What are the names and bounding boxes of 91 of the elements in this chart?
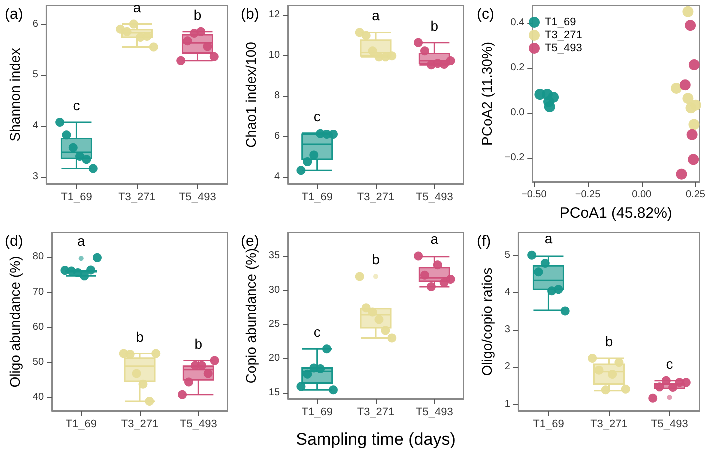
x-tick-label: T3_271 xyxy=(357,192,395,204)
point xyxy=(671,82,682,94)
y-tick-label: 5 xyxy=(32,70,39,81)
point xyxy=(680,80,691,91)
y-tick-label: 2 xyxy=(504,362,511,373)
annotation: c xyxy=(314,108,321,124)
annotation: c xyxy=(666,356,674,372)
annotation: b xyxy=(194,336,203,352)
chart-title: (c) xyxy=(477,6,494,23)
x-tick-label: T1_69 xyxy=(533,418,564,430)
y-tick-label: 4 xyxy=(504,287,511,298)
y-axis-title: Oligo abundance (%) xyxy=(7,256,23,388)
x-tick-label: T5_493 xyxy=(180,418,218,430)
y-tick-label: 4 xyxy=(32,120,39,132)
y-tick-label: 70 xyxy=(32,286,44,298)
y-axis-title: Copio abundance (%) xyxy=(243,248,259,384)
y-tick-label: 15 xyxy=(268,387,280,398)
y-tick-label: 0.2 xyxy=(510,62,526,74)
x-tick-label: T1_69 xyxy=(61,192,92,204)
y-axis-title: Chao1 index/100 xyxy=(243,42,259,148)
annotation: a xyxy=(133,0,142,16)
annotation: b xyxy=(194,6,202,23)
y-tick-label: 50 xyxy=(32,357,44,368)
x-tick-label: T3_271 xyxy=(590,418,628,430)
x-tick-label: T5_493 xyxy=(179,192,216,204)
point xyxy=(688,60,700,71)
point xyxy=(688,119,700,130)
annotation: b xyxy=(605,333,614,350)
y-tick-label: 20 xyxy=(268,353,280,364)
point xyxy=(686,129,698,140)
y-tick-label: 0.0 xyxy=(510,108,526,119)
x-tick-label: T3_271 xyxy=(357,406,395,418)
point xyxy=(682,93,694,104)
y-tick-label: 8 xyxy=(274,90,280,102)
x-tick-label: −0.25 xyxy=(575,190,602,200)
annotation: a xyxy=(544,230,553,246)
y-axis-title: Oligo/copio ratios xyxy=(479,268,495,376)
legend-label: T1_69 xyxy=(545,16,576,28)
legend-label: T5_493 xyxy=(545,42,582,54)
point xyxy=(544,101,556,112)
annotation: b xyxy=(430,18,439,34)
y-tick-label: 80 xyxy=(32,252,44,263)
y-tick-label: 35 xyxy=(268,250,280,262)
x-tick-label: T3_271 xyxy=(118,192,156,204)
y-axis-title: Shannon index xyxy=(7,48,23,142)
annotation: b xyxy=(372,252,380,268)
y-tick-label: 0.4 xyxy=(510,17,526,28)
y-axis-title: PCoA2 (11.30%) xyxy=(479,42,495,146)
y-tick-label: 10 xyxy=(268,50,280,62)
point xyxy=(676,168,688,180)
annotation: b xyxy=(136,328,144,345)
x-tick-label: 0.25 xyxy=(686,190,706,200)
x-axis-title: Sampling time (days) xyxy=(296,430,456,449)
y-tick-label: 12 xyxy=(268,10,280,21)
y-tick-label: 1 xyxy=(504,398,511,410)
chart-title: (b) xyxy=(241,6,260,23)
chart-title: (e) xyxy=(241,233,260,250)
x-tick-label: 0.00 xyxy=(632,190,652,200)
chart-title: (f) xyxy=(477,233,492,250)
point xyxy=(685,20,696,32)
y-tick-label: 60 xyxy=(32,322,44,333)
x-tick-label: T3_271 xyxy=(121,418,159,430)
annotation: a xyxy=(77,232,86,249)
x-tick-label: T5_493 xyxy=(416,192,454,204)
x-tick-label: T1_69 xyxy=(302,406,333,418)
x-axis-title: PCoA1 (45.82%) xyxy=(560,205,672,222)
y-tick-label: 4 xyxy=(274,171,280,182)
y-tick-label: −0.2 xyxy=(504,152,526,164)
legend-label: T3_271 xyxy=(545,30,582,42)
y-tick-label: 3 xyxy=(504,324,511,336)
x-tick-label: T1_69 xyxy=(302,192,333,204)
x-tick-label: T5_493 xyxy=(651,418,688,430)
annotation: a xyxy=(372,8,380,24)
annotation: a xyxy=(430,231,439,248)
y-tick-label: 6 xyxy=(274,130,280,142)
point xyxy=(682,6,694,18)
y-tick-label: 30 xyxy=(268,284,280,296)
y-tick-label: 5 xyxy=(504,250,511,261)
point xyxy=(690,100,702,111)
y-tick-label: 6 xyxy=(32,18,39,30)
x-tick-label: −0.50 xyxy=(521,190,548,200)
y-tick-label: 40 xyxy=(32,392,44,404)
y-tick-label: 3 xyxy=(32,171,39,182)
x-tick-label: T1_69 xyxy=(66,418,97,430)
x-tick-label: T5_493 xyxy=(416,406,454,418)
chart-title: (d) xyxy=(5,233,24,250)
y-tick-label: 25 xyxy=(268,319,280,330)
point xyxy=(688,154,700,166)
chart-title: (a) xyxy=(5,6,24,23)
annotation: c xyxy=(314,324,321,340)
annotation: c xyxy=(73,97,80,114)
